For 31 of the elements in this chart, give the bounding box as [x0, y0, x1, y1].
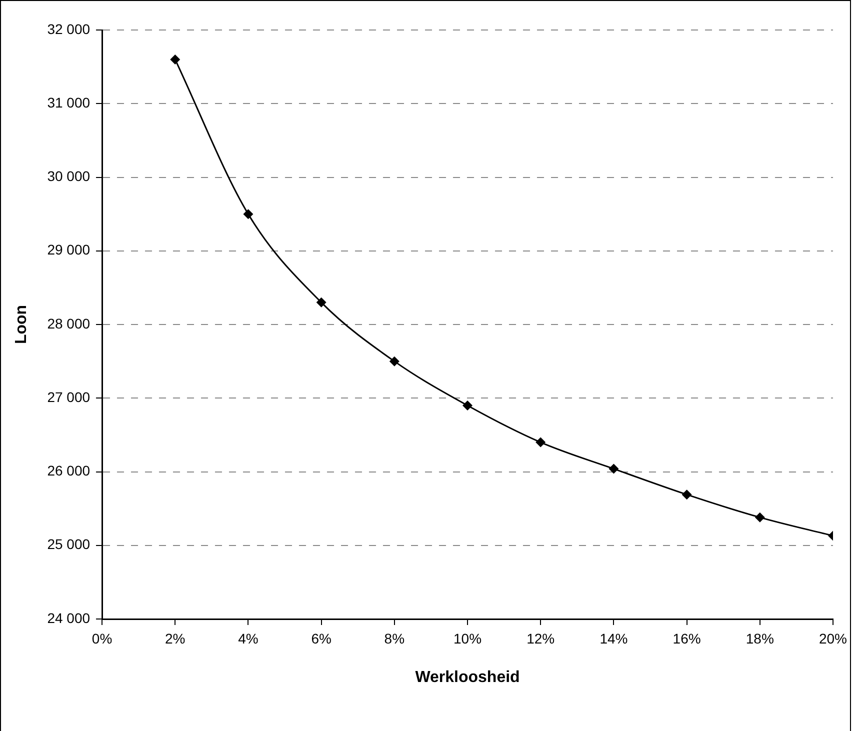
point: [608, 464, 619, 474]
point: [754, 512, 765, 522]
y-tick-label: 27 000: [47, 388, 90, 405]
x-tick-label: 16%: [672, 630, 701, 646]
x-tick-label: 20%: [818, 630, 848, 646]
point: [316, 297, 326, 308]
point: [536, 437, 546, 448]
x-axis-title: Werkloosheid: [415, 668, 520, 686]
point: [462, 400, 473, 410]
point: [243, 209, 254, 220]
point: [682, 490, 692, 500]
y-tick-label: 32 000: [47, 20, 90, 37]
y-tick-label: 31 000: [47, 94, 90, 110]
point: [170, 54, 180, 64]
point: [389, 356, 400, 366]
x-tick-label: 18%: [746, 630, 774, 646]
y-tick-label: 24 000: [47, 610, 90, 626]
x-tick-label: 2%: [165, 630, 186, 646]
y-axis-title: Loon: [13, 304, 30, 344]
x-tick-label: 12%: [526, 630, 555, 646]
x-tick-label: 4%: [238, 630, 258, 646]
x-tick-label: 6%: [311, 630, 332, 646]
x-tick-label: 8%: [384, 630, 405, 646]
y-tick-label: 29 000: [47, 242, 90, 258]
x-tick-label: 10%: [453, 630, 482, 646]
y-tick-label: 28 000: [47, 315, 90, 332]
y-tick-label: 30 000: [47, 168, 90, 184]
y-tick-label: 25 000: [47, 536, 90, 552]
x-tick-label: 0%: [92, 630, 112, 646]
x-tick-label: 14%: [600, 630, 628, 646]
y-tick-label: 26 000: [47, 462, 90, 479]
